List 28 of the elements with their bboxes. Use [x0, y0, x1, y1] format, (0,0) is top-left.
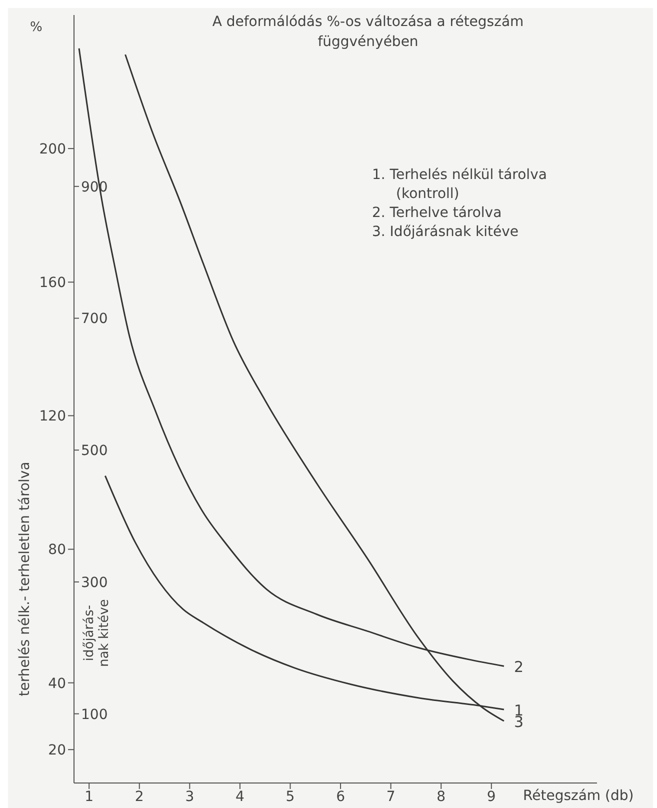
- x-tick-label: 9: [486, 788, 496, 805]
- y-axis-title: terhelés nélk.- terheletlen tárolva: [16, 462, 33, 696]
- y2-tick-label: 500: [81, 443, 108, 460]
- y2-axis-title: időjárás- nak kitéve: [82, 599, 112, 667]
- x-tick-label: 3: [185, 788, 194, 805]
- y-tick-label: 40: [48, 676, 66, 692]
- text: %: [30, 20, 42, 35]
- y-tick-label: 80: [48, 542, 66, 558]
- y-tick-label: 160: [39, 275, 66, 292]
- x-axis-title: Rétegszám (db): [523, 788, 634, 804]
- y-tick-label: 20: [48, 742, 66, 759]
- y2-tick-label: 300: [81, 574, 108, 591]
- y2-tick-label: 100: [81, 706, 108, 723]
- x-tick-label: 5: [286, 788, 295, 805]
- y2-tick-label: 700: [81, 311, 108, 328]
- annotation: 2. Terhelve tárolva: [372, 204, 503, 223]
- x-tick-label: 8: [436, 788, 446, 805]
- x-tick-label: 7: [386, 788, 396, 805]
- x-tick-label: 6: [336, 788, 346, 805]
- annotation: 1. Terhelés nélkül tárolva (kontroll): [372, 166, 548, 204]
- x-tick-label: 4: [235, 788, 244, 805]
- x-tick-label: 2: [134, 788, 144, 805]
- annotation: 3. Időjárásnak kitéve: [372, 223, 520, 242]
- y-tick-label: 120: [39, 408, 66, 425]
- text: A deformálódás %-os változása a rétegszám függvényében: [211, 13, 525, 52]
- y-tick-label: 200: [39, 142, 66, 158]
- series-label: 2: [514, 658, 524, 676]
- x-tick-label: 1: [84, 788, 94, 805]
